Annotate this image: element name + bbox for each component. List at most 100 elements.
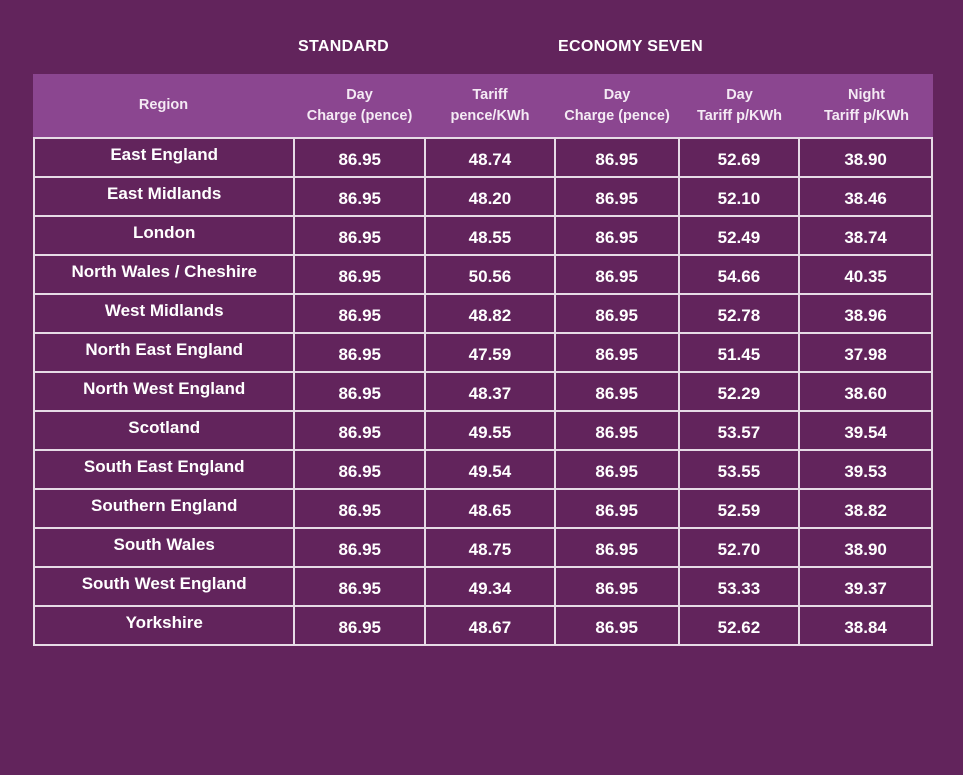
value-cell: 38.96 (798, 293, 933, 334)
region-cell: Yorkshire (32, 605, 296, 646)
value-cell: 52.70 (677, 527, 801, 568)
value-cell: 86.95 (553, 410, 680, 451)
value-cell: 47.59 (424, 332, 556, 373)
region-cell: West Midlands (32, 293, 296, 334)
value-cell: 86.95 (553, 215, 680, 256)
value-cell: 52.10 (677, 176, 801, 217)
table-row: West Midlands 86.95 48.82 86.95 52.78 38.96 (32, 293, 933, 334)
value-cell: 86.95 (553, 449, 680, 490)
value-cell: 54.66 (677, 254, 801, 295)
value-cell: 52.69 (677, 137, 801, 178)
value-cell: 86.95 (293, 566, 427, 607)
value-cell: 86.95 (293, 410, 427, 451)
region-cell: South West England (32, 566, 296, 607)
region-cell: Southern England (32, 488, 296, 529)
table-row: Scotland 86.95 49.55 86.95 53.57 39.54 (32, 410, 933, 451)
table-header: Region Day Charge (pence) Tariff pence/KWh Da… (33, 74, 933, 137)
table-row: South Wales 86.95 48.75 86.95 52.70 38.90 (32, 527, 933, 568)
value-cell: 86.95 (553, 371, 680, 412)
value-cell: 86.95 (553, 605, 680, 646)
group-title-economy-seven: ECONOMY SEVEN (558, 38, 703, 55)
table-row: Southern England 86.95 48.65 86.95 52.59 38.8… (32, 488, 933, 529)
value-cell: 52.78 (677, 293, 801, 334)
table-row: East England 86.95 48.74 86.95 52.69 38.90 (32, 137, 933, 178)
table-row: South East England 86.95 49.54 86.95 53.55 39… (32, 449, 933, 490)
value-cell: 86.95 (553, 176, 680, 217)
value-cell: 86.95 (553, 527, 680, 568)
region-cell: East Midlands (32, 176, 296, 217)
value-cell: 38.84 (798, 605, 933, 646)
region-cell: North West England (32, 371, 296, 412)
value-cell: 86.95 (293, 137, 427, 178)
table-row: East Midlands 86.95 48.20 86.95 52.10 38.46 (32, 176, 933, 217)
value-cell: 86.95 (553, 332, 680, 373)
value-cell: 86.95 (293, 488, 427, 529)
value-cell: 52.62 (677, 605, 801, 646)
table-row: London 86.95 48.55 86.95 52.49 38.74 (32, 215, 933, 256)
value-cell: 51.45 (677, 332, 801, 373)
region-cell: London (32, 215, 296, 256)
value-cell: 38.90 (798, 137, 933, 178)
column-header: Day Tariff p/KWh (679, 74, 800, 137)
region-cell: North Wales / Cheshire (32, 254, 296, 295)
value-cell: 86.95 (293, 293, 427, 334)
column-header: Day Charge (pence) (294, 74, 425, 137)
value-cell: 49.34 (424, 566, 556, 607)
column-header-line1: Day (603, 86, 631, 103)
value-cell: 48.82 (424, 293, 556, 334)
value-cell: 86.95 (293, 527, 427, 568)
column-header-line1: Day (346, 86, 373, 103)
tariff-table: East England 86.95 48.74 86.95 52.69 38.90 Eas… (32, 137, 933, 646)
column-header-line1: Day (726, 86, 753, 103)
value-cell: 37.98 (798, 332, 933, 373)
value-cell: 86.95 (293, 332, 427, 373)
value-cell: 52.59 (677, 488, 801, 529)
value-cell: 38.60 (798, 371, 933, 412)
value-cell: 86.95 (293, 254, 427, 295)
column-header-line2: Charge (pence) (564, 107, 670, 124)
value-cell: 86.95 (553, 293, 680, 334)
value-cell: 86.95 (553, 566, 680, 607)
value-cell: 38.74 (798, 215, 933, 256)
region-cell: East England (32, 137, 296, 178)
value-cell: 38.90 (798, 527, 933, 568)
value-cell: 86.95 (553, 254, 680, 295)
table-row: North East England 86.95 47.59 86.95 51.45 37… (32, 332, 933, 373)
value-cell: 48.75 (424, 527, 556, 568)
value-cell: 50.56 (424, 254, 556, 295)
value-cell: 39.53 (798, 449, 933, 490)
column-header-line2: pence/KWh (450, 107, 530, 124)
value-cell: 39.54 (798, 410, 933, 451)
value-cell: 86.95 (293, 176, 427, 217)
value-cell: 48.65 (424, 488, 556, 529)
value-cell: 86.95 (293, 371, 427, 412)
value-cell: 52.49 (677, 215, 801, 256)
value-cell: 39.37 (798, 566, 933, 607)
column-header-line2: Charge (pence) (306, 107, 413, 124)
value-cell: 86.95 (553, 488, 680, 529)
value-cell: 53.57 (677, 410, 801, 451)
value-cell: 38.46 (798, 176, 933, 217)
region-cell: Scotland (32, 410, 296, 451)
table-row: North Wales / Cheshire 86.95 50.56 86.95 54.… (32, 254, 933, 295)
value-cell: 48.37 (424, 371, 556, 412)
value-cell: 86.95 (293, 449, 427, 490)
column-header-line1: Region (138, 97, 189, 113)
value-cell: 49.54 (424, 449, 556, 490)
column-header: Tariff pence/KWh (425, 74, 555, 137)
region-cell: South East England (32, 449, 296, 490)
value-cell: 48.74 (424, 137, 556, 178)
table-row: North West England 86.95 48.37 86.95 52.29 38… (32, 371, 933, 412)
table-row: South West England 86.95 49.34 86.95 53.33 39… (32, 566, 933, 607)
value-cell: 53.33 (677, 566, 801, 607)
table-row: Yorkshire 86.95 48.67 86.95 52.62 38.84 (32, 605, 933, 646)
value-cell: 48.20 (424, 176, 556, 217)
value-cell: 48.67 (424, 605, 556, 646)
column-header-line2: Tariff p/KWh (823, 107, 910, 124)
value-cell: 86.95 (293, 215, 427, 256)
region-cell: North East England (32, 332, 296, 373)
value-cell: 86.95 (553, 137, 680, 178)
value-cell: 40.35 (798, 254, 933, 295)
column-header-line1: Night (847, 86, 886, 103)
group-title-standard: STANDARD (298, 38, 389, 55)
